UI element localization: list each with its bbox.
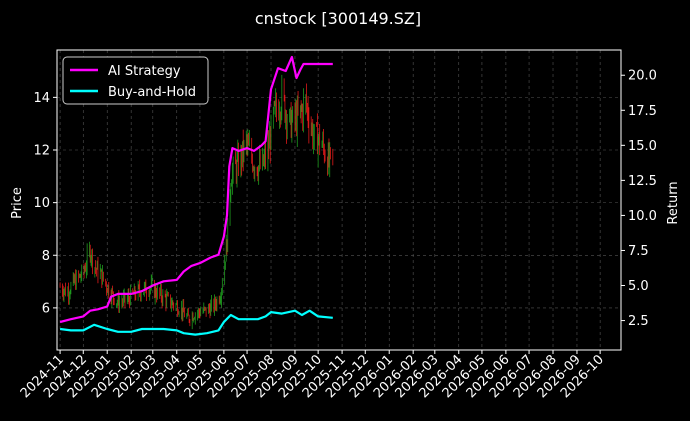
ai-strategy-line (59, 55, 333, 324)
buy-and-hold-line (59, 309, 333, 336)
legend-box (62, 56, 209, 105)
right-tick-label: 17.5 (628, 104, 657, 119)
chart-title: cnstock [300149.SZ] (255, 9, 421, 28)
right-y-axis: 2.5 5.0 7.5 10.0 12.5 15.0 17.5 20.0 (621, 69, 657, 329)
left-tick-label: 10 (33, 196, 50, 211)
left-tick-label: 14 (33, 91, 50, 106)
legend-label-buy-and-hold: Buy-and-Hold (108, 85, 196, 100)
right-tick-label: 12.5 (628, 174, 657, 189)
left-tick-label: 8 (42, 249, 50, 264)
right-tick-label: 7.5 (628, 244, 649, 259)
left-tick-label: 12 (33, 144, 50, 159)
left-y-axis: 6 8 10 12 14 (33, 91, 57, 316)
left-axis-label: Price (10, 187, 25, 219)
right-tick-label: 15.0 (628, 139, 657, 154)
left-tick-label: 6 (42, 301, 50, 316)
right-tick-label: 10.0 (628, 209, 657, 224)
plot-frame (56, 49, 622, 351)
legend: AI Strategy Buy-and-Hold (62, 56, 209, 105)
legend-label-ai-strategy: AI Strategy (108, 64, 181, 79)
right-tick-label: 20.0 (628, 69, 657, 84)
right-tick-label: 5.0 (628, 279, 649, 294)
right-axis-label: Return (666, 181, 681, 224)
price-candles (59, 74, 334, 330)
return-series (59, 55, 333, 336)
right-tick-label: 2.5 (628, 314, 649, 329)
